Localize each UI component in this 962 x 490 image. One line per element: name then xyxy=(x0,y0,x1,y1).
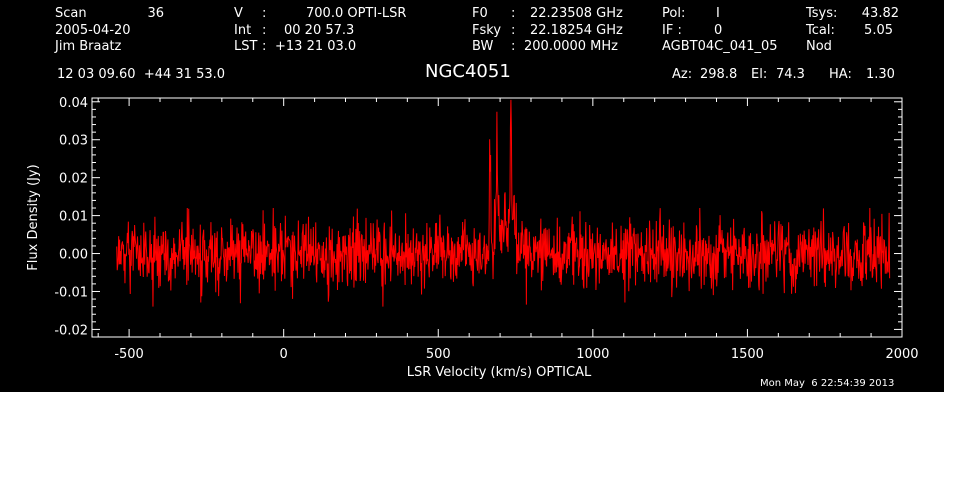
observing-mode: Nod xyxy=(806,39,832,54)
separator-colon: : xyxy=(262,39,267,54)
axis-labels: -500 0 500 1000 1500 2000 -0.02 -0.01 0.00 0.01 0.… xyxy=(54,96,918,362)
y-tick-label: -0.02 xyxy=(54,323,88,338)
hour-angle-value: 1.30 xyxy=(866,67,895,82)
y-axis-title: Flux Density (Jy) xyxy=(26,164,41,270)
spectrum-figure: Scan 36 2005-04-20 Jim Braatz V : 700.0 … xyxy=(0,0,944,392)
plot-frame xyxy=(91,97,903,338)
scan-label: Scan xyxy=(55,6,87,21)
x-axis-title: LSR Velocity (km/s) OPTICAL xyxy=(407,365,592,380)
tcal-value: 5.05 xyxy=(864,23,893,38)
x-tick-label: 500 xyxy=(426,347,451,362)
elevation-value: 74.3 xyxy=(776,67,805,82)
y-tick-label: 0.02 xyxy=(59,172,88,187)
integration-value: 00 20 57.3 xyxy=(284,23,355,38)
if-label: IF : xyxy=(662,23,682,38)
fsky-value: 22.18254 GHz xyxy=(530,23,623,38)
integration-label: Int xyxy=(234,23,252,38)
x-tick-label: 1500 xyxy=(731,347,764,362)
y-tick-label: 0.04 xyxy=(59,96,88,111)
x-tick-label: 0 xyxy=(280,347,288,362)
scan-number: 36 xyxy=(147,6,164,21)
hour-angle-label: HA: xyxy=(829,67,852,82)
fsky-label: Fsky xyxy=(472,23,502,38)
lst-label: LST xyxy=(234,39,258,54)
elevation-label: El: xyxy=(751,67,768,82)
separator-colon: : xyxy=(262,6,267,21)
lst-value: +13 21 03.0 xyxy=(275,39,357,54)
y-tick-label: -0.01 xyxy=(54,285,88,300)
f0-value: 22.23508 GHz xyxy=(530,6,623,21)
x-tick-label: -500 xyxy=(114,347,144,362)
velocity-value: 700.0 OPTI-LSR xyxy=(306,6,407,21)
tcal-label: Tcal: xyxy=(806,23,835,38)
separator-colon: : xyxy=(511,39,516,54)
spectrum-chart: -500 0 500 1000 1500 2000 -0.02 -0.01 0.00 0.01 0.… xyxy=(26,96,919,380)
tsys-label: Tsys: xyxy=(806,6,838,21)
f0-label: F0 xyxy=(472,6,488,21)
tsys-value: 43.82 xyxy=(861,6,899,21)
ra-dec-coordinates: 12 03 09.60 +44 31 53.0 xyxy=(57,67,226,82)
y-tick-label: 0.00 xyxy=(59,248,88,263)
if-value: 0 xyxy=(714,23,723,38)
axis-ticks xyxy=(92,98,903,338)
polarization-value: I xyxy=(716,6,720,21)
spectrum-trace xyxy=(116,99,891,307)
separator-colon: : xyxy=(511,23,516,38)
observation-date: 2005-04-20 xyxy=(55,23,131,38)
azimuth-value: 298.8 xyxy=(700,67,738,82)
project-id: AGBT04C_041_05 xyxy=(662,39,778,54)
x-tick-label: 2000 xyxy=(885,347,918,362)
velocity-label: V xyxy=(234,6,243,21)
separator-colon: : xyxy=(511,6,516,21)
bandwidth-value: 200.0000 MHz xyxy=(524,39,618,54)
source-name: NGC4051 xyxy=(425,61,511,82)
spectrum-trace-group xyxy=(116,99,891,307)
azimuth-label: Az: xyxy=(672,67,693,82)
y-tick-label: 0.01 xyxy=(59,210,88,225)
bandwidth-label: BW xyxy=(472,39,494,54)
separator-colon: : xyxy=(262,23,267,38)
plot-timestamp: Mon May 6 22:54:39 2013 xyxy=(760,378,895,389)
x-tick-label: 1000 xyxy=(576,347,609,362)
observer-name: Jim Braatz xyxy=(55,39,122,54)
polarization-label: Pol: xyxy=(662,6,686,21)
y-tick-label: 0.03 xyxy=(59,134,88,149)
